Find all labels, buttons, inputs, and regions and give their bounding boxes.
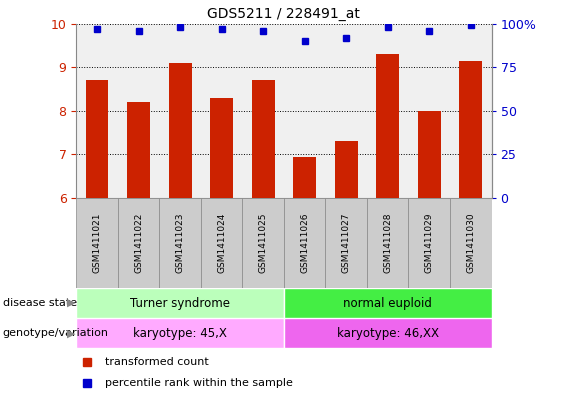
FancyBboxPatch shape: [367, 198, 408, 288]
FancyBboxPatch shape: [450, 198, 492, 288]
FancyBboxPatch shape: [159, 198, 201, 288]
FancyBboxPatch shape: [76, 198, 118, 288]
Bar: [86, 80, 108, 198]
Bar: [335, 141, 358, 198]
Text: karyotype: 45,X: karyotype: 45,X: [133, 327, 227, 340]
FancyBboxPatch shape: [284, 288, 492, 318]
Text: transformed count: transformed count: [105, 357, 209, 367]
FancyBboxPatch shape: [201, 198, 242, 288]
Bar: [376, 54, 399, 198]
Text: GSM1411028: GSM1411028: [383, 213, 392, 273]
Text: GSM1411022: GSM1411022: [134, 213, 143, 273]
Bar: [418, 111, 441, 198]
Text: percentile rank within the sample: percentile rank within the sample: [105, 378, 293, 388]
Bar: [169, 63, 192, 198]
Text: GSM1411029: GSM1411029: [425, 213, 434, 273]
Text: disease state: disease state: [3, 298, 77, 308]
Text: GSM1411026: GSM1411026: [300, 213, 309, 273]
Bar: [293, 157, 316, 198]
Text: GSM1411021: GSM1411021: [93, 213, 102, 273]
Text: normal euploid: normal euploid: [344, 296, 432, 310]
FancyBboxPatch shape: [284, 318, 492, 348]
FancyBboxPatch shape: [242, 198, 284, 288]
FancyBboxPatch shape: [325, 198, 367, 288]
Text: ▶: ▶: [67, 328, 75, 338]
Bar: [127, 102, 150, 198]
Text: ▶: ▶: [67, 298, 75, 308]
FancyBboxPatch shape: [284, 198, 325, 288]
Title: GDS5211 / 228491_at: GDS5211 / 228491_at: [207, 7, 360, 21]
FancyBboxPatch shape: [118, 198, 159, 288]
FancyBboxPatch shape: [408, 198, 450, 288]
Text: Turner syndrome: Turner syndrome: [130, 296, 230, 310]
Bar: [252, 80, 275, 198]
Text: genotype/variation: genotype/variation: [3, 328, 109, 338]
FancyBboxPatch shape: [76, 318, 284, 348]
Text: GSM1411027: GSM1411027: [342, 213, 351, 273]
Text: GSM1411024: GSM1411024: [217, 213, 226, 273]
Text: karyotype: 46,XX: karyotype: 46,XX: [337, 327, 439, 340]
FancyBboxPatch shape: [76, 288, 284, 318]
Bar: [459, 61, 482, 198]
Text: GSM1411023: GSM1411023: [176, 213, 185, 273]
Bar: [210, 98, 233, 198]
Text: GSM1411030: GSM1411030: [466, 213, 475, 274]
Text: GSM1411025: GSM1411025: [259, 213, 268, 273]
